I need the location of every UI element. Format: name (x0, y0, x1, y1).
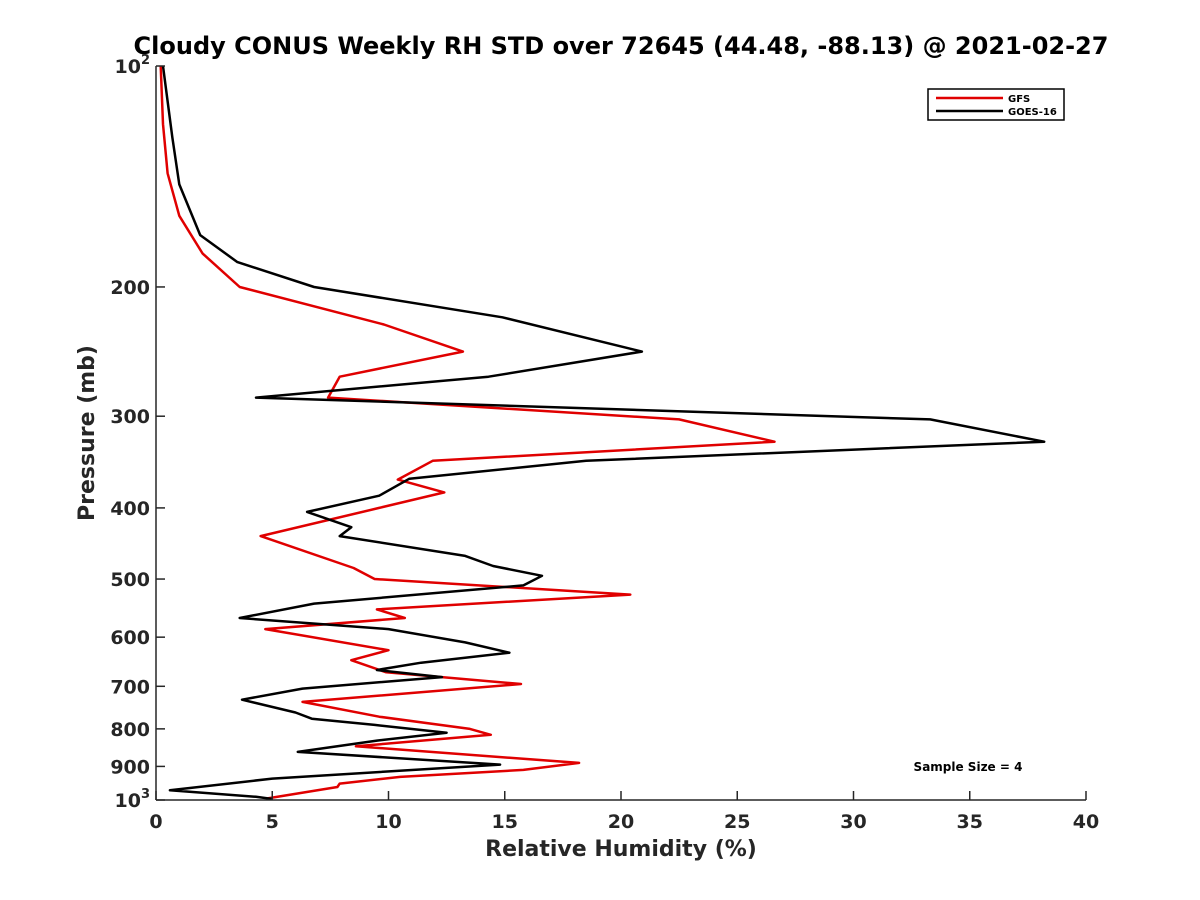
x-tick-label: 10 (375, 811, 401, 833)
series-line-gfs (159, 65, 776, 800)
y-tick-label: 300 (110, 406, 150, 428)
x-tick-label: 5 (266, 811, 279, 833)
chart-title: Cloudy CONUS Weekly RH STD over 72645 (4… (134, 32, 1109, 60)
legend-label-gfs: GFS (1008, 94, 1030, 105)
x-ticks: 0 5 10 15 20 25 30 35 40 (149, 791, 1099, 833)
sample-size-annotation: Sample Size = 4 (914, 760, 1023, 774)
y-tick-label: 200 (110, 277, 150, 299)
series-layer (159, 65, 1046, 801)
y-tick-label: 800 (110, 719, 150, 741)
y-tick-label: 900 (110, 756, 150, 778)
y-tick-label: 600 (110, 627, 150, 649)
legend-box (927, 88, 1065, 121)
x-tick-label: 0 (149, 811, 162, 833)
y-tick-label: 500 (110, 569, 150, 591)
x-tick-label: 15 (492, 811, 518, 833)
x-tick-label: 35 (957, 811, 983, 833)
x-tick-label: 40 (1073, 811, 1099, 833)
plot-area: 0 5 10 15 20 25 30 35 40 10220030040050060070080… (110, 53, 1099, 833)
x-tick-label: 25 (724, 811, 750, 833)
legend-label-goes16: GOES-16 (1008, 107, 1057, 118)
legend: GFS GOES-16 (927, 88, 1065, 121)
x-tick-label: 20 (608, 811, 634, 833)
y-tick-label: 400 (110, 498, 150, 520)
x-axis-label: Relative Humidity (%) (485, 837, 757, 862)
y-tick-label: 700 (110, 676, 150, 698)
series-line-goes16 (161, 65, 1046, 801)
y-axis-label: Pressure (mb) (75, 345, 100, 521)
x-tick-label: 30 (840, 811, 866, 833)
